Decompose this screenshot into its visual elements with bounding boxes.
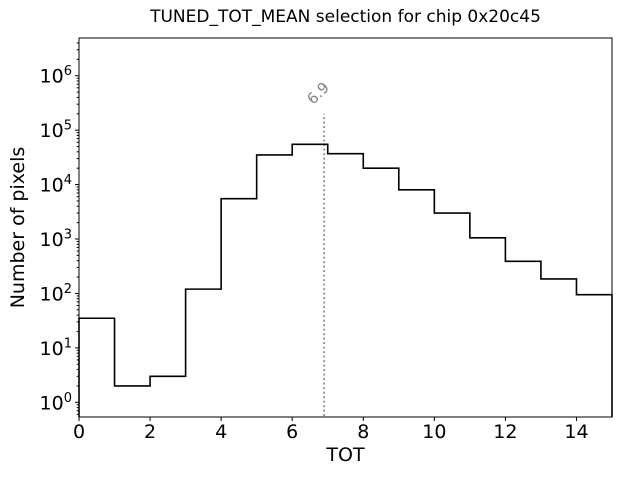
plot-area-frame [78,37,613,418]
histogram-step-line [78,143,613,417]
x-tick-label: 6 [286,421,298,443]
x-tick-label: 8 [357,421,369,443]
x-axis-label: TOT [325,444,365,466]
chart-title: TUNED_TOT_MEAN selection for chip 0x20c4… [149,7,541,27]
y-tick-label: 101 [40,336,72,360]
y-tick-label: 103 [40,228,72,252]
x-tick-label: 10 [422,421,446,443]
x-tick-label: 14 [564,421,588,443]
x-tick-label: 2 [144,421,156,443]
x-tick-label: 0 [73,421,85,443]
y-tick-label: 106 [40,64,72,88]
x-tick-label: 4 [215,421,227,443]
y-tick-label: 105 [40,119,72,143]
threshold-vline-label: 6.9 [303,78,333,108]
y-axis-major-ticks: 100 101 102 103 104 105 106 [40,64,79,414]
x-axis-ticks: 0 2 4 6 8 10 12 14 [73,417,589,443]
y-tick-label: 100 [40,391,72,415]
x-tick-label: 12 [493,421,517,443]
plot-content: 6.9 [78,78,613,417]
y-axis-label: Number of pixels [7,147,29,309]
y-tick-label: 104 [40,173,72,197]
y-tick-label: 102 [40,282,72,306]
